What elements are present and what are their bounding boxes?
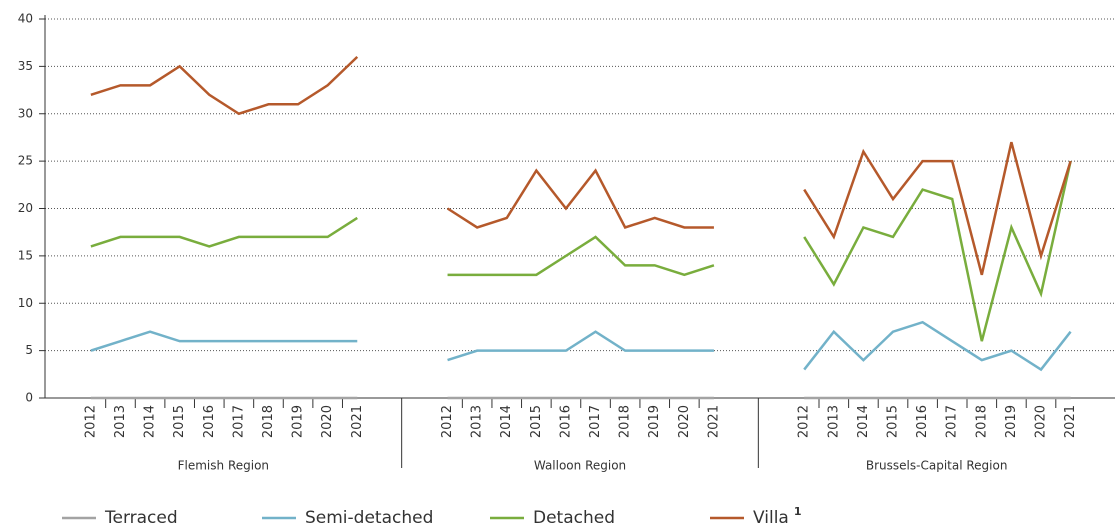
x-tick-label: 2017 <box>588 405 603 438</box>
x-tick-label: 2012 <box>797 405 812 438</box>
x-tick-label: 2020 <box>677 405 692 438</box>
x-tick-label: 2016 <box>202 405 217 438</box>
x-tick-label: 2013 <box>826 405 841 438</box>
group-label: Brussels-Capital Region <box>866 459 1008 473</box>
y-tick-label: 25 <box>18 154 33 168</box>
series-line <box>90 55 359 116</box>
x-tick-label: 2016 <box>915 405 930 438</box>
x-tick-label: 2013 <box>113 405 128 438</box>
x-tick-label: 2017 <box>231 405 246 438</box>
x-tick-label: 2014 <box>143 405 158 438</box>
legend-label: Semi-detached <box>305 508 433 528</box>
x-tick-label: 2012 <box>440 405 455 438</box>
y-tick-label: 5 <box>25 343 33 357</box>
series-line <box>90 330 358 352</box>
y-tick-label: 20 <box>18 201 33 215</box>
group-label: Walloon Region <box>534 459 626 473</box>
series-line <box>447 330 714 362</box>
x-tick-label: 2016 <box>558 405 573 438</box>
x-tick-label: 2019 <box>291 405 306 438</box>
x-tick-label: 2019 <box>647 405 662 438</box>
x-tick-label: 2021 <box>350 405 365 438</box>
x-tick-label: 2019 <box>1004 405 1019 438</box>
x-tick-label: 2021 <box>1063 405 1078 438</box>
y-tick-label: 40 <box>18 12 33 26</box>
x-tick-label: 2018 <box>261 405 276 438</box>
x-tick-label: 2013 <box>470 405 485 438</box>
series-line <box>90 216 358 248</box>
y-tick-label: 30 <box>18 106 33 120</box>
y-tick-label: 10 <box>18 296 33 310</box>
series-line <box>803 320 1072 372</box>
series-line <box>803 160 1072 342</box>
x-tick-label: 2021 <box>706 405 721 438</box>
y-tick-label: 0 <box>25 391 33 405</box>
x-tick-label: 2015 <box>529 405 544 438</box>
x-tick-label: 2020 <box>1034 405 1049 438</box>
group-label: Flemish Region <box>178 459 269 473</box>
x-tick-label: 2014 <box>499 405 514 438</box>
legend-label: Terraced <box>104 508 178 528</box>
legend-label: Villa <box>753 508 789 528</box>
series-line <box>446 168 714 229</box>
legend-footnote: 1 <box>794 505 802 518</box>
x-tick-label: 2015 <box>172 405 187 438</box>
x-tick-label: 2015 <box>886 405 901 438</box>
x-tick-label: 2017 <box>945 405 960 438</box>
x-tick-label: 2020 <box>320 405 335 438</box>
x-tick-label: 2018 <box>618 405 633 438</box>
x-tick-label: 2012 <box>83 405 98 438</box>
y-tick-label: 35 <box>18 59 33 73</box>
x-tick-label: 2014 <box>856 405 871 438</box>
legend-label: Detached <box>533 508 615 528</box>
x-tick-label: 2018 <box>974 405 989 438</box>
y-tick-label: 15 <box>18 248 33 262</box>
series-line <box>803 141 1072 276</box>
series-line <box>447 235 715 277</box>
